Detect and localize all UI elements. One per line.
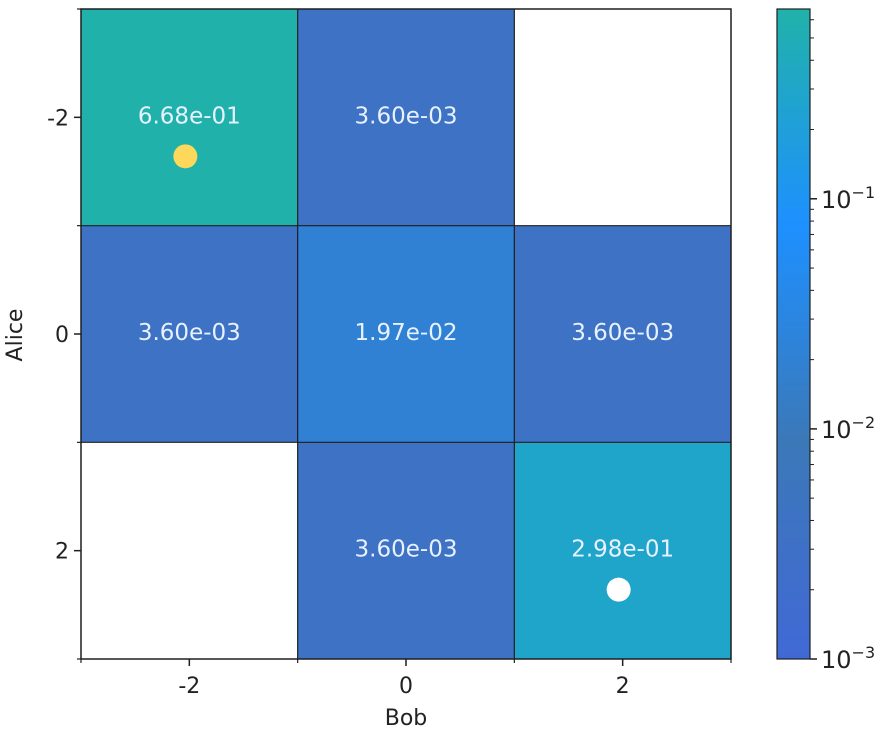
cell-value-label: 3.60e-03 bbox=[571, 320, 674, 346]
x-tick-label: 0 bbox=[399, 674, 413, 699]
y-tick-label: 0 bbox=[55, 323, 69, 348]
x-axis-label: Bob bbox=[385, 706, 428, 731]
x-tick-label: 2 bbox=[616, 674, 630, 699]
heatmap-cell bbox=[297, 442, 515, 659]
heatmap-cell bbox=[297, 9, 515, 226]
cell-value-label: 3.60e-03 bbox=[355, 537, 458, 563]
heatmap-grid bbox=[81, 9, 731, 659]
heatmap-cell bbox=[514, 442, 731, 659]
cell-value-label: 2.98e-01 bbox=[571, 537, 674, 563]
heatmap-cells bbox=[81, 9, 731, 659]
colorbar-tick-label: 10−1 bbox=[821, 183, 875, 214]
heatmap-cell bbox=[514, 9, 731, 226]
colorbar: 10−3 10−2 10−1 bbox=[776, 8, 875, 674]
colorbar-tick-label: 10−2 bbox=[821, 413, 875, 444]
axes: -2 0 2 -2 0 2 bbox=[47, 8, 732, 699]
cell-value-label: 3.60e-03 bbox=[355, 103, 458, 129]
colorbar-tick-label: 10−3 bbox=[821, 643, 875, 674]
y-tick-label: -2 bbox=[47, 106, 69, 131]
heatmap-cell bbox=[514, 225, 731, 443]
cell-labels: 6.68e-01 3.60e-03 3.60e-03 1.97e-02 3.60e-03… bbox=[138, 103, 674, 562]
data-marker bbox=[173, 144, 198, 169]
cell-value-label: 3.60e-03 bbox=[138, 320, 241, 346]
heatmap-cell bbox=[81, 9, 298, 226]
heatmap-cell bbox=[81, 225, 298, 443]
cell-value-label: 1.97e-02 bbox=[355, 320, 458, 346]
markers bbox=[173, 144, 631, 602]
heatmap-cell bbox=[297, 225, 515, 443]
y-tick-label: 2 bbox=[55, 540, 69, 565]
cell-value-label: 6.68e-01 bbox=[138, 103, 241, 129]
x-tick-label: -2 bbox=[178, 674, 200, 699]
colorbar-bar bbox=[776, 8, 811, 660]
heatmap-cell bbox=[81, 442, 298, 659]
data-marker bbox=[606, 577, 631, 602]
y-axis-label: Alice bbox=[3, 309, 28, 362]
